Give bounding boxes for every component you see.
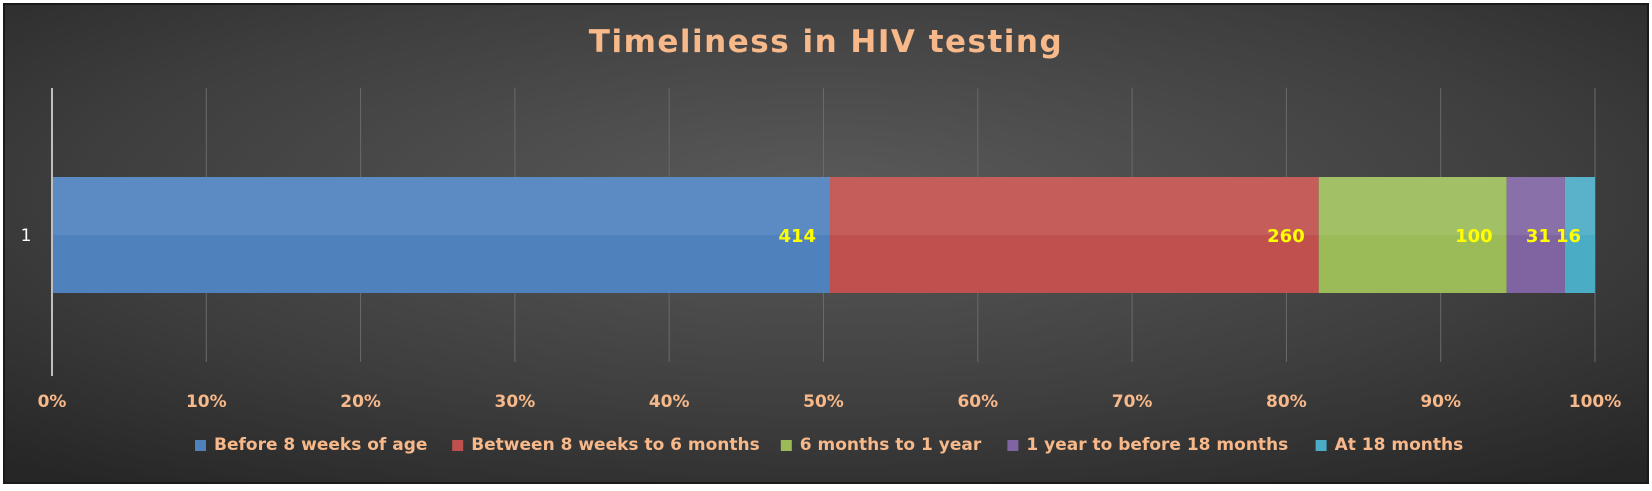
legend-label: Between 8 weeks to 6 months bbox=[471, 435, 760, 455]
legend-label: 1 year to before 18 months bbox=[1026, 435, 1288, 455]
legend-label: 6 months to 1 year bbox=[800, 435, 982, 455]
x-tick-label: 80% bbox=[1266, 392, 1307, 412]
legend-swatch bbox=[452, 440, 464, 451]
legend-swatch bbox=[195, 440, 206, 451]
bar-highlight bbox=[1318, 177, 1507, 235]
data-label: 100 bbox=[1455, 226, 1493, 247]
x-tick-label: 40% bbox=[649, 392, 690, 412]
legend-swatch bbox=[1007, 440, 1019, 451]
bar-highlight bbox=[1506, 177, 1565, 235]
bar-segment bbox=[52, 177, 831, 293]
bar-segments bbox=[52, 177, 1595, 293]
legend-label: Before 8 weeks of age bbox=[214, 435, 427, 455]
data-labels: 414 260 100 31 16 bbox=[778, 226, 1581, 247]
bar-highlight bbox=[830, 177, 1319, 235]
bar-segment bbox=[830, 177, 1319, 293]
data-label: 260 bbox=[1267, 226, 1305, 247]
bar-highlight bbox=[1564, 177, 1595, 235]
data-label: 414 bbox=[778, 226, 816, 247]
x-tick-label: 90% bbox=[1420, 392, 1461, 412]
bar-segment bbox=[1564, 177, 1595, 293]
x-tick-label: 60% bbox=[957, 392, 998, 412]
legend-swatch bbox=[1315, 440, 1327, 451]
x-axis: 0% 10% 20% 30% 40% 50% 60% 70% 80% 90% 100% 1 bbox=[21, 88, 1622, 412]
x-tick-label: 70% bbox=[1112, 392, 1153, 412]
legend-swatch bbox=[780, 440, 792, 451]
x-tick-label: 100% bbox=[1569, 392, 1622, 412]
bar-segment bbox=[1506, 177, 1565, 293]
legend: Before 8 weeks of age Between 8 weeks to … bbox=[195, 435, 1463, 455]
data-label: 31 bbox=[1526, 226, 1551, 247]
bar-highlight bbox=[52, 177, 831, 235]
x-tick-label: 20% bbox=[340, 392, 381, 412]
x-tick-label: 10% bbox=[186, 392, 227, 412]
category-label: 1 bbox=[21, 226, 32, 246]
x-tick-label: 50% bbox=[803, 392, 844, 412]
x-tick-label: 30% bbox=[495, 392, 536, 412]
bar-segment bbox=[1318, 177, 1507, 293]
chart-title: Timeliness in HIV testing bbox=[589, 24, 1063, 60]
data-label: 16 bbox=[1556, 226, 1581, 247]
x-tick-label: 0% bbox=[38, 392, 67, 412]
legend-label: At 18 months bbox=[1335, 435, 1464, 455]
